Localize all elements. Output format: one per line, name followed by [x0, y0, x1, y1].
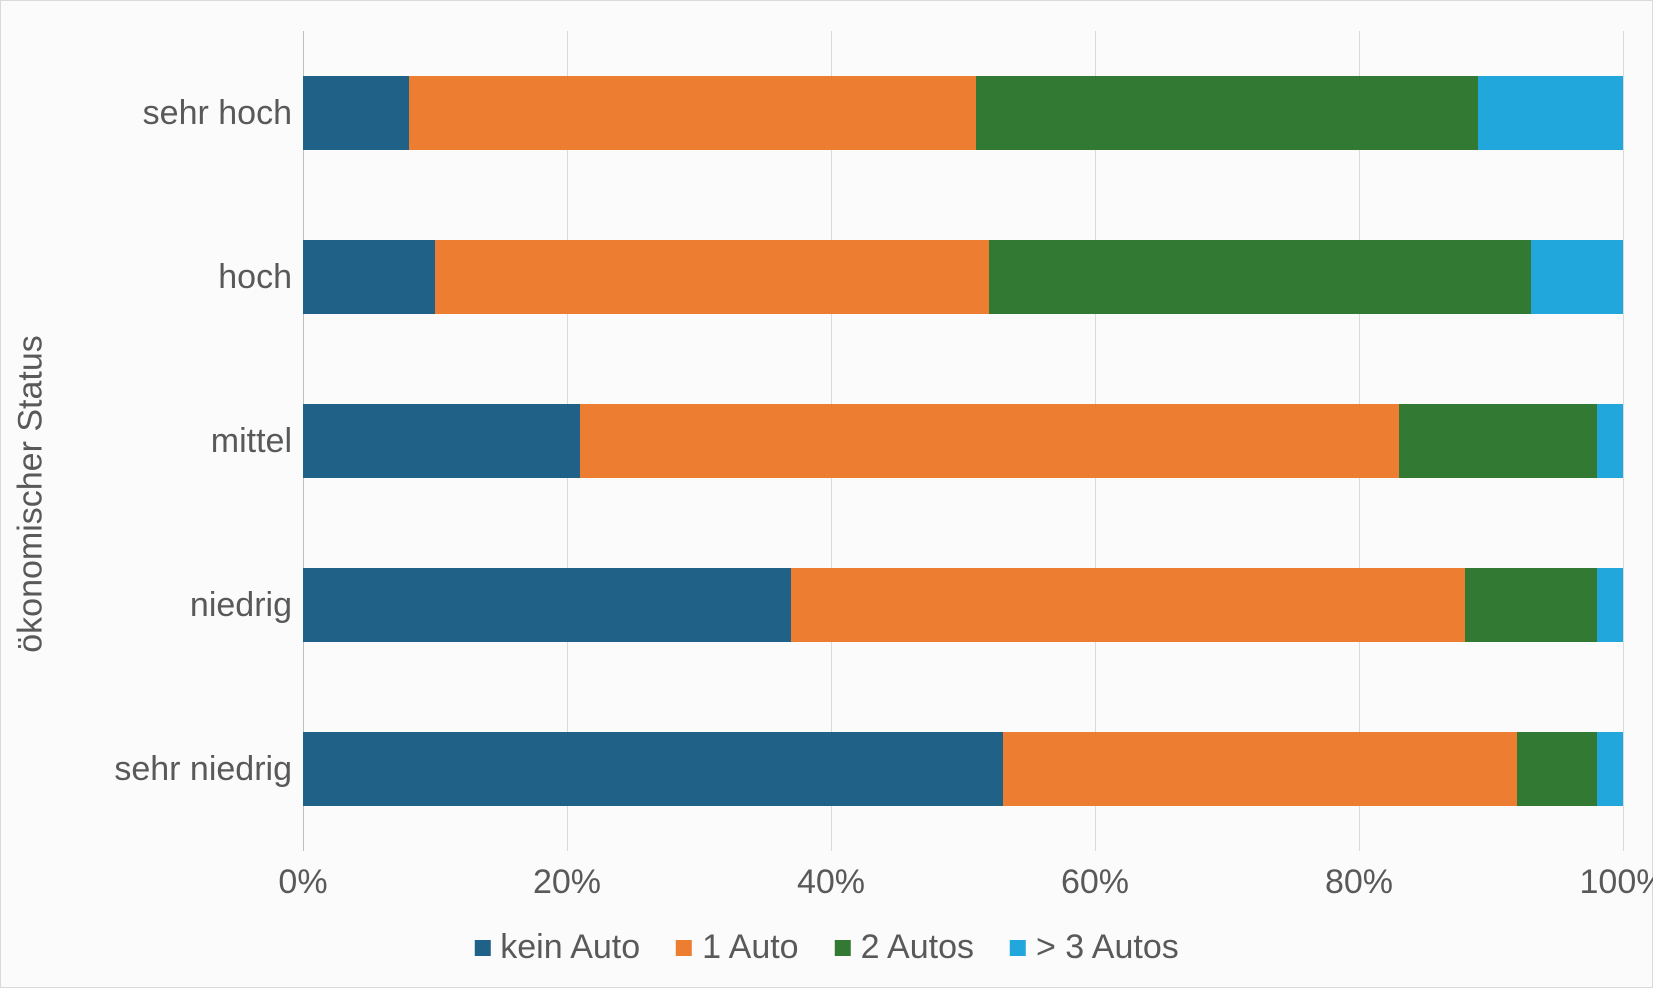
y-category-label: niedrig: [32, 588, 292, 622]
legend-item: 1 Auto: [676, 928, 798, 967]
x-tick-label: 20%: [533, 863, 601, 902]
bar-row: [303, 240, 1623, 314]
bar-segment: [303, 568, 791, 642]
x-tick-label: 0%: [278, 863, 327, 902]
bar-row: [303, 568, 1623, 642]
bar-row: [303, 76, 1623, 150]
legend-item: > 3 Autos: [1010, 928, 1179, 967]
legend-item: 2 Autos: [835, 928, 974, 967]
bar-row: [303, 404, 1623, 478]
bar-segment: [1531, 240, 1623, 314]
bar-row: [303, 732, 1623, 806]
legend-label: kein Auto: [500, 928, 640, 967]
bar-segment: [1465, 568, 1597, 642]
y-category-label: hoch: [32, 260, 292, 294]
x-tick-label: 40%: [797, 863, 865, 902]
bar-segment: [989, 240, 1530, 314]
bar-segment: [1003, 732, 1518, 806]
bar-segment: [303, 732, 1003, 806]
bar-segment: [1517, 732, 1596, 806]
plot-area: [303, 31, 1623, 851]
bar-segment: [1597, 732, 1623, 806]
x-tick-label: 100%: [1580, 863, 1653, 902]
bar-segment: [1399, 404, 1597, 478]
gridline: [1623, 31, 1624, 851]
bar-segment: [409, 76, 977, 150]
chart-container: ökonomischer Status sehr hochhochmitteln…: [0, 0, 1653, 988]
bar-segment: [791, 568, 1464, 642]
legend-label: 2 Autos: [861, 928, 974, 967]
bar-segment: [435, 240, 989, 314]
bar-segment: [1478, 76, 1623, 150]
legend-swatch: [676, 940, 692, 956]
y-category-label: sehr hoch: [32, 96, 292, 130]
y-category-label: mittel: [32, 424, 292, 458]
bar-segment: [303, 404, 580, 478]
legend-label: > 3 Autos: [1036, 928, 1179, 967]
legend-swatch: [835, 940, 851, 956]
legend-label: 1 Auto: [702, 928, 798, 967]
legend-swatch: [1010, 940, 1026, 956]
bars: [303, 31, 1623, 851]
legend-item: kein Auto: [474, 928, 640, 967]
y-category-label: sehr niedrig: [32, 752, 292, 786]
bar-segment: [976, 76, 1478, 150]
bar-segment: [303, 240, 435, 314]
legend: kein Auto 1 Auto 2 Autos > 3 Autos: [474, 928, 1178, 967]
x-tick-label: 80%: [1325, 863, 1393, 902]
x-tick-label: 60%: [1061, 863, 1129, 902]
bar-segment: [580, 404, 1398, 478]
legend-swatch: [474, 940, 490, 956]
bar-segment: [1597, 404, 1623, 478]
bar-segment: [1597, 568, 1623, 642]
bar-segment: [303, 76, 409, 150]
